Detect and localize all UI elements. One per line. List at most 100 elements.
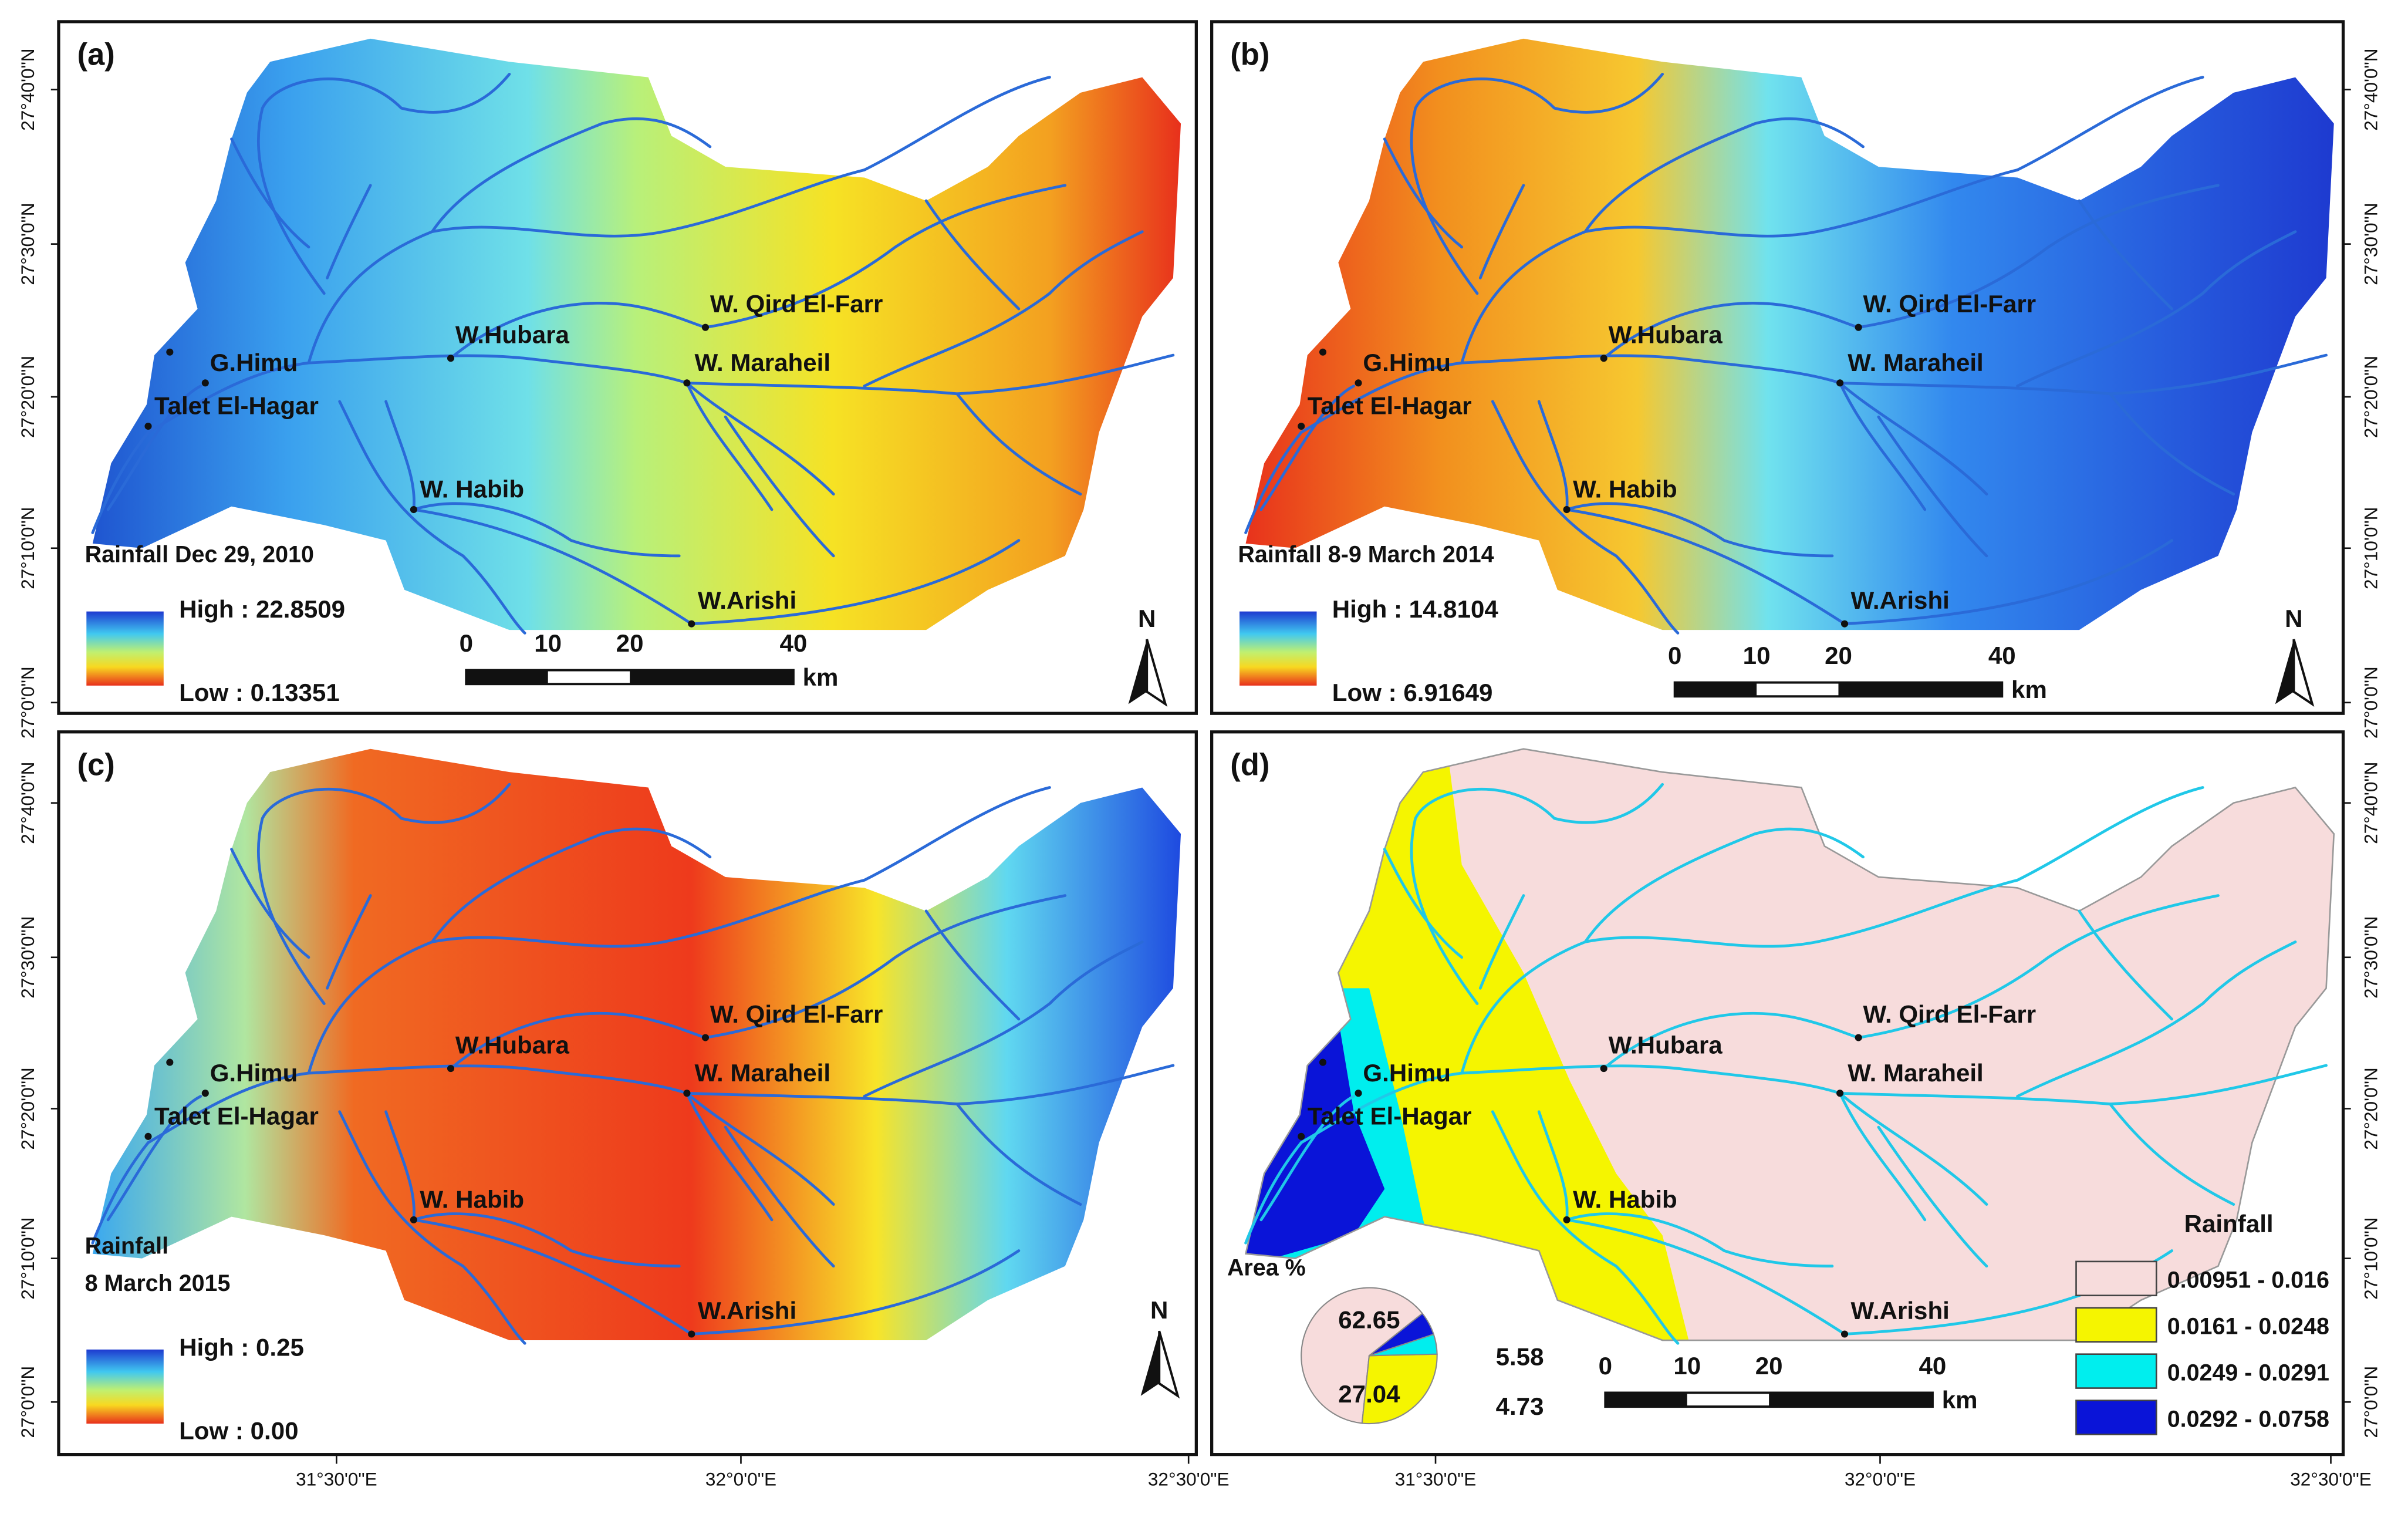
scale-unit: km [803, 663, 839, 691]
scale-tick-label: 0 [1599, 1352, 1612, 1380]
legend-class-label: 0.0292 - 0.0758 [2167, 1406, 2329, 1432]
place-label: Talet El-Hagar [154, 392, 319, 420]
legend-low: Low : 0.13351 [179, 679, 340, 706]
pie-slice [1301, 1287, 1424, 1424]
legend-swatch [2075, 1400, 2157, 1435]
site-dot [1355, 379, 1362, 387]
lon-label: 31°30'0"E [1395, 1468, 1477, 1489]
place-label: W.Arishi [698, 586, 796, 614]
scale-segment [1674, 682, 1757, 697]
place-label: G.Himu [1363, 349, 1451, 376]
site-dot [1563, 505, 1571, 514]
basin-surface [1245, 38, 2334, 630]
lat-label: 27°0'0"N [2360, 1366, 2381, 1438]
scale-tick-label: 20 [616, 629, 644, 657]
site-dot [1298, 1132, 1305, 1140]
legend-swatch [2075, 1260, 2157, 1297]
site-dot [683, 379, 691, 387]
legend-title: Rainfall [2184, 1210, 2274, 1237]
panel-label: (b) [1230, 38, 1269, 72]
legend-swatch [2075, 1353, 2157, 1389]
legend-ramp [86, 1349, 164, 1424]
map-title: Rainfall [85, 1233, 168, 1259]
legend-low: Low : 6.91649 [1332, 679, 1493, 706]
site-dot [1855, 1034, 1862, 1041]
scale-segment [1605, 1392, 1687, 1407]
legend-high: High : 22.8509 [179, 595, 345, 623]
north-label: N [1138, 605, 1156, 632]
lat-label: 27°10'0"N [17, 1217, 38, 1299]
site-dot [166, 1058, 174, 1066]
site-dot [166, 348, 174, 356]
scale-tick-label: 10 [1673, 1352, 1701, 1380]
lat-label: 27°30'0"N [17, 203, 38, 285]
panel-label: (d) [1230, 747, 1269, 782]
north-label: N [2285, 605, 2302, 632]
place-label: W.Arishi [698, 1297, 796, 1324]
legend-class-label: 0.0249 - 0.0291 [2167, 1360, 2329, 1385]
scale-tick-label: 20 [1755, 1352, 1783, 1380]
lon-label: 32°0'0"E [705, 1468, 776, 1489]
place-label: W. Qird El-Farr [1863, 290, 2037, 318]
scale-segment [466, 670, 548, 684]
lat-label: 27°0'0"N [17, 666, 38, 739]
scale-tick-label: 0 [1668, 642, 1681, 669]
basin: W. Qird El-Farr W.Hubara G.Himu W. Maraheil… [1245, 38, 2334, 633]
site-dot [447, 1065, 455, 1073]
site-dot [1319, 1058, 1327, 1066]
lat-label: 27°10'0"N [2360, 1217, 2381, 1299]
place-label: W. Qird El-Farr [710, 290, 883, 318]
legend-class-label: 0.00951 - 0.016 [2167, 1267, 2329, 1293]
place-label: W. Habib [420, 1185, 524, 1213]
lat-label: 27°30'0"N [2360, 916, 2381, 999]
place-label: W. Qird El-Farr [1863, 1000, 2037, 1028]
basin-surface [92, 748, 1181, 1341]
map-title: 8 March 2015 [85, 1270, 231, 1296]
legend-low: Low : 0.00 [179, 1417, 298, 1444]
place-label: Talet El-Hagar [1308, 1102, 1472, 1129]
site-dot [1600, 355, 1607, 362]
site-dot [683, 1090, 691, 1097]
legend-ramp [1239, 611, 1317, 686]
scale-tick-label: 40 [779, 629, 807, 657]
lon-label: 31°30'0"E [296, 1468, 377, 1489]
scale-tick-label: 20 [1825, 642, 1852, 669]
place-label: Talet El-Hagar [1308, 392, 1472, 420]
site-dot [144, 1132, 152, 1140]
pie-title: Area % [1227, 1255, 1306, 1281]
site-dot [1840, 620, 1849, 628]
place-label: W. Habib [420, 476, 524, 503]
panel-label: (c) [77, 747, 115, 782]
lon-label: 32°30'0"E [1148, 1468, 1230, 1489]
site-dot [447, 355, 455, 362]
map-title: Rainfall 8-9 March 2014 [1238, 541, 1494, 567]
map-layer: W. Qird El-Farr W.Hubara G.Himu W. Maraheil… [17, 20, 2381, 1489]
legend-class-label: 0.0161 - 0.0248 [2167, 1314, 2329, 1340]
place-label: Talet El-Hagar [154, 1102, 319, 1129]
north-label: N [1150, 1296, 1168, 1324]
scale-tick-label: 40 [1988, 642, 2016, 669]
site-dot [1319, 348, 1327, 356]
place-label: W. Maraheil [695, 349, 831, 376]
lat-label: 27°30'0"N [2360, 203, 2381, 285]
site-dot [1298, 422, 1305, 430]
place-label: G.Himu [1363, 1059, 1451, 1087]
site-dot [1836, 1090, 1844, 1097]
site-dot [688, 1330, 695, 1338]
basin-outline [1244, 748, 2335, 1341]
lat-label: 27°40'0"N [2360, 48, 2381, 130]
lat-label: 27°0'0"N [17, 1366, 38, 1438]
basin: W. Qird El-Farr W.Hubara G.Himu W. Maraheil… [93, 38, 1181, 633]
site-dot [1355, 1090, 1362, 1097]
site-dot [1855, 323, 1862, 331]
lat-label: 27°40'0"N [17, 762, 38, 844]
site-dot [1563, 1216, 1571, 1223]
site-dot [1840, 1330, 1849, 1338]
scale-segment [1838, 682, 2002, 697]
pie-slice [1369, 1312, 1435, 1357]
north-arrow [2275, 639, 2294, 704]
place-label: G.Himu [210, 1059, 298, 1087]
place-label: W.Hubara [455, 1031, 570, 1058]
pie-value-label: 27.04 [1338, 1380, 1400, 1408]
